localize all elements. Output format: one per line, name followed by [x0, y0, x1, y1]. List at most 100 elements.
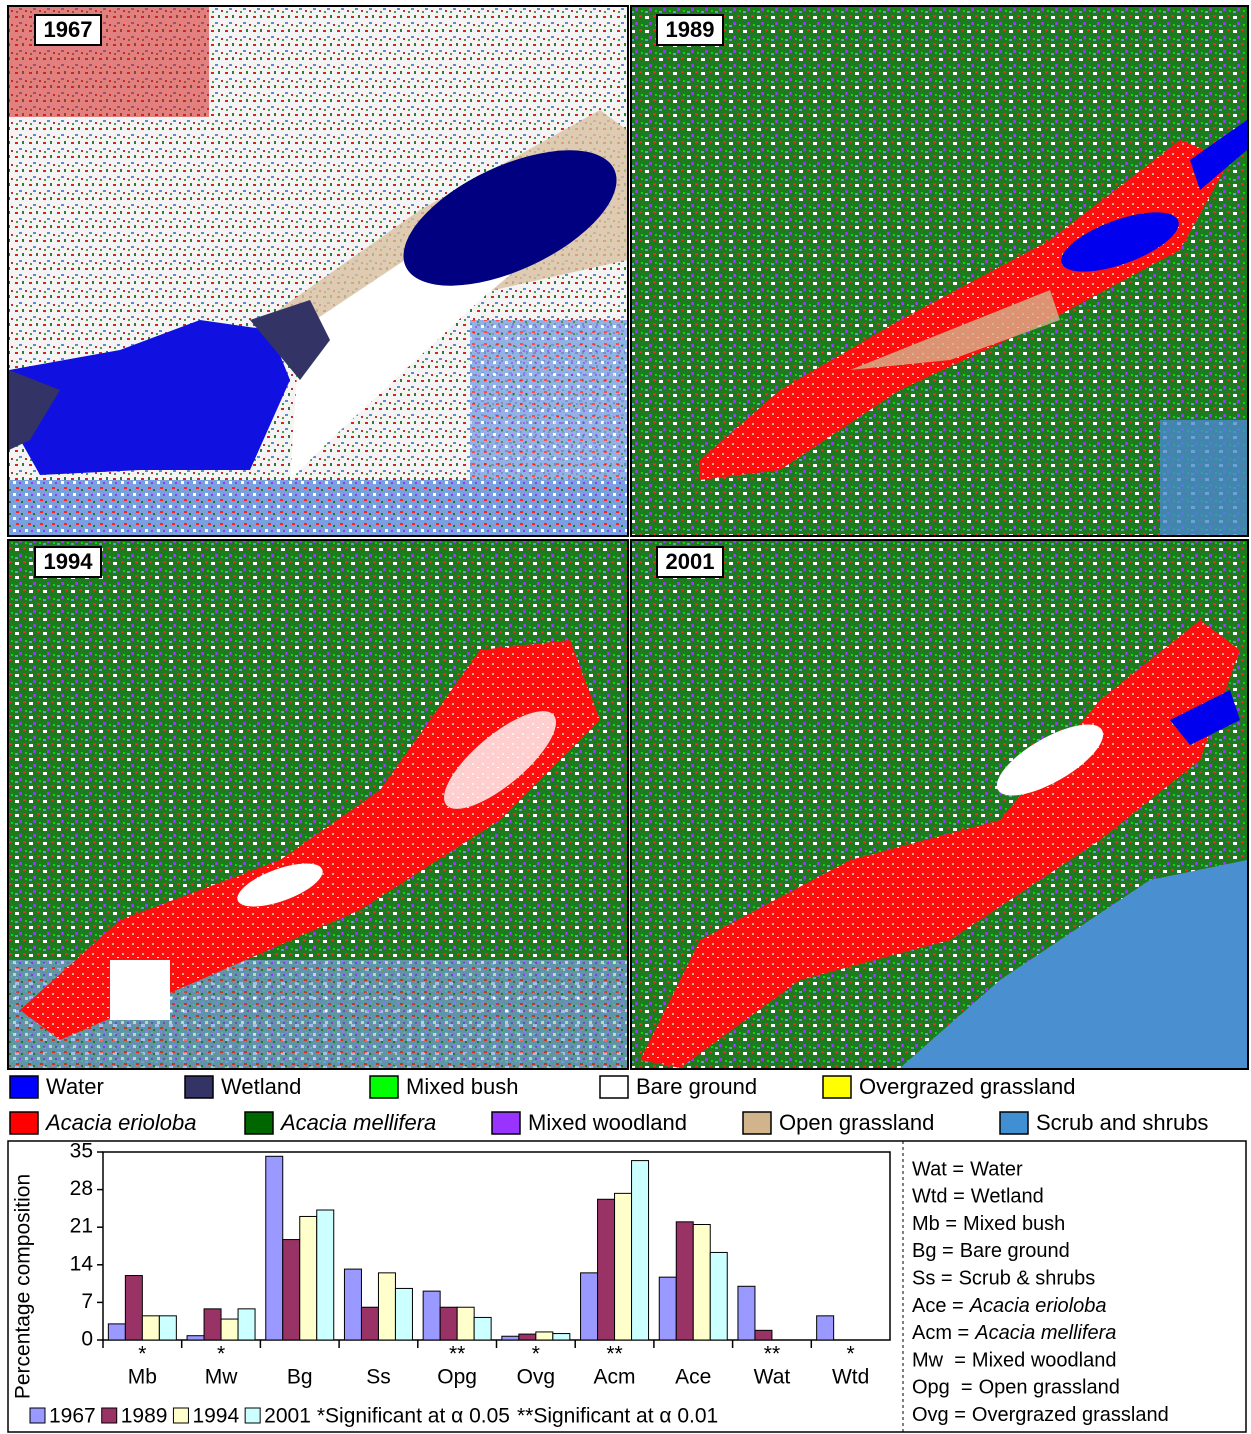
abbreviation: Mw = [912, 1349, 966, 1371]
significance-mark: ** [606, 1343, 622, 1366]
legend-label: Scrub and shrubs [1036, 1110, 1208, 1135]
bar [142, 1316, 159, 1340]
x-tick-label: Bg [287, 1366, 313, 1389]
bar [378, 1273, 395, 1340]
x-tick-label: Mb [128, 1366, 157, 1389]
legend-label: Mixed bush [406, 1074, 519, 1099]
legend-swatch [30, 1408, 45, 1423]
map-1967 [9, 7, 636, 535]
abbreviation: Wat = [912, 1158, 964, 1180]
bar [317, 1210, 334, 1340]
legend-label: 1967 [49, 1405, 96, 1428]
panel-label: 1967 [44, 17, 93, 42]
bar [108, 1324, 125, 1340]
abbreviation-meaning: Bare ground [960, 1240, 1070, 1262]
bar [502, 1336, 519, 1340]
abbreviation-meaning: Acacia mellifera [974, 1322, 1116, 1344]
bar [676, 1222, 693, 1340]
abbreviation-meaning: Mixed bush [963, 1213, 1065, 1235]
x-tick-label: Wat [754, 1366, 791, 1389]
significance-mark: * [532, 1343, 540, 1366]
bar [187, 1336, 204, 1340]
abbreviation: Wtd = [912, 1186, 965, 1208]
x-tick-label: Wtd [832, 1366, 869, 1389]
page: 1967 1989 1994 2001 Water Wetland Mixed bush B… [0, 0, 1251, 1434]
abbreviation-meaning: Scrub & shrubs [959, 1267, 1096, 1289]
map-2001 [632, 541, 1247, 1068]
legend-label: Acacia erioloba [44, 1110, 196, 1135]
bar [440, 1307, 457, 1340]
figure: 1967 1989 1994 2001 Water Wetland Mixed bush B… [0, 0, 1251, 1434]
bar [395, 1288, 412, 1340]
bar [553, 1334, 570, 1340]
abbreviation: Opg = [912, 1377, 973, 1399]
legend-swatch [185, 1076, 213, 1098]
legend-swatch [370, 1076, 398, 1098]
legend-label: Open grassland [779, 1110, 934, 1135]
y-tick-label: 14 [70, 1252, 94, 1275]
abbreviation: Ovg = [912, 1404, 966, 1426]
abbreviation: Ace = [912, 1295, 964, 1317]
abbreviation-meaning: Open grassland [979, 1377, 1120, 1399]
bar [204, 1309, 221, 1340]
x-tick-label: Mw [205, 1366, 238, 1389]
y-tick-label: 7 [81, 1290, 93, 1313]
legend-label: 1994 [192, 1405, 239, 1428]
legend-label: Water [46, 1074, 104, 1099]
significance-mark: ** [764, 1343, 780, 1366]
bar [581, 1273, 598, 1340]
legend-swatch [10, 1076, 38, 1098]
bar [457, 1307, 474, 1340]
significance-mark: * [847, 1343, 855, 1366]
legend-swatch [1000, 1112, 1028, 1134]
bar [755, 1330, 772, 1340]
legend-swatch [743, 1112, 771, 1134]
bar [283, 1240, 300, 1340]
legend-swatch [10, 1112, 38, 1134]
legend-label: Wetland [221, 1074, 301, 1099]
significance-mark: * [217, 1343, 225, 1366]
bar [710, 1252, 727, 1340]
legend-swatch [492, 1112, 520, 1134]
bar [344, 1269, 361, 1340]
panel-label: 2001 [666, 549, 715, 574]
bar [474, 1317, 491, 1340]
legend-label: Mixed woodland [528, 1110, 687, 1135]
x-tick-label: Opg [437, 1366, 477, 1389]
abbreviation: Acm = [912, 1322, 969, 1344]
y-tick-label: 0 [81, 1328, 93, 1351]
bar [221, 1319, 238, 1340]
legend-label: 2001 [264, 1405, 311, 1428]
abbreviation: Ss = [912, 1267, 953, 1289]
bar [693, 1225, 710, 1340]
x-tick-label: Ss [366, 1366, 391, 1389]
bar [361, 1307, 378, 1340]
map-1994 [9, 541, 627, 1068]
abbreviation: Mb = [912, 1213, 957, 1235]
legend-label: Acacia mellifera [279, 1110, 436, 1135]
y-tick-label: 28 [70, 1177, 93, 1200]
bar [300, 1216, 317, 1340]
map-1989 [632, 7, 1247, 535]
note: *Significant at α 0.05 [317, 1405, 510, 1428]
bar [536, 1332, 553, 1340]
bar [738, 1286, 755, 1340]
bar [125, 1276, 142, 1340]
legend-swatch [102, 1408, 117, 1423]
bar [817, 1316, 834, 1340]
bar [598, 1199, 615, 1340]
abbreviation-meaning: Acacia erioloba [969, 1295, 1107, 1317]
note: **Significant at α 0.01 [517, 1405, 718, 1428]
legend-swatch [245, 1112, 273, 1134]
y-axis-label: Percentage composition [12, 1174, 35, 1399]
legend-swatch [600, 1076, 628, 1098]
bar [659, 1277, 676, 1340]
panel-label: 1989 [666, 17, 715, 42]
abbreviation-meaning: Wetland [971, 1186, 1044, 1208]
legend-swatch [823, 1076, 851, 1098]
y-tick-label: 21 [70, 1215, 93, 1238]
significance-mark: * [138, 1343, 146, 1366]
